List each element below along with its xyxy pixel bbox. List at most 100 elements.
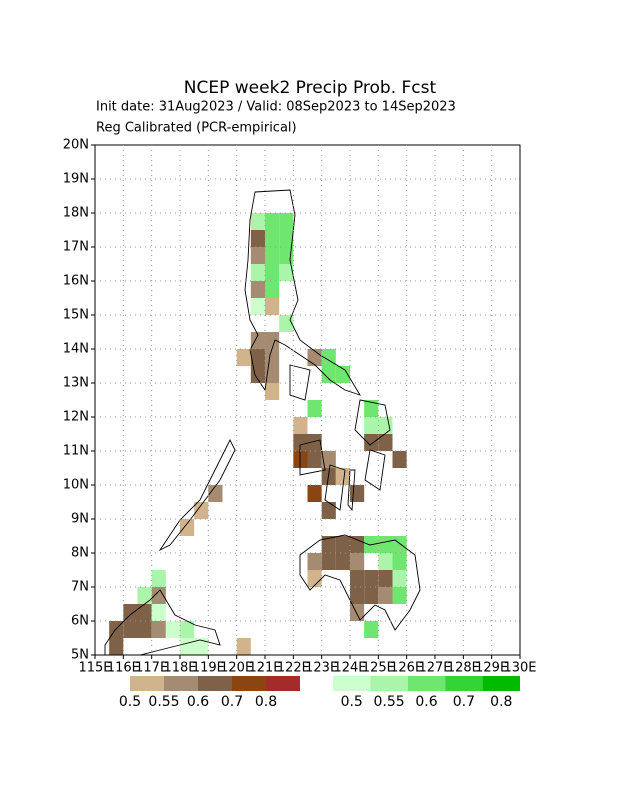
prob-cell — [265, 298, 280, 315]
x-tick-label: 119E — [192, 661, 225, 676]
x-tick-label: 129E — [475, 661, 508, 676]
x-tick-label: 120E — [220, 661, 253, 676]
coast-leyte — [364, 449, 386, 491]
chart-title: NCEP week2 Precip Prob. Fcst — [184, 78, 437, 98]
y-tick-label: 18N — [63, 206, 89, 221]
colorbar-label: 0.8 — [255, 694, 277, 710]
prob-cell — [279, 264, 294, 281]
prob-cell — [180, 519, 195, 536]
prob-cell — [137, 587, 152, 604]
y-tick-label: 8N — [71, 546, 89, 561]
prob-cell — [350, 536, 365, 553]
prob-cell — [250, 230, 265, 247]
prob-cell — [392, 536, 407, 553]
prob-cell — [265, 264, 280, 281]
cells — [109, 213, 407, 655]
prob-cell — [265, 349, 280, 366]
y-tick-label: 6N — [71, 614, 89, 629]
prob-cell — [335, 468, 350, 485]
prob-cell — [250, 366, 265, 383]
prob-cell — [378, 434, 393, 451]
prob-cell — [350, 604, 365, 621]
prob-cell — [109, 638, 124, 655]
prob-cell — [350, 485, 365, 502]
prob-cell — [378, 587, 393, 604]
prob-cell — [321, 502, 336, 519]
coast-negros — [324, 464, 346, 511]
colorbar-swatch — [370, 676, 408, 691]
prob-cell — [335, 536, 350, 553]
x-tick-label: 127E — [418, 661, 451, 676]
prob-cell — [137, 604, 152, 621]
prob-cell — [335, 366, 350, 383]
prob-cell — [378, 536, 393, 553]
x-tick-label: 123E — [305, 661, 338, 676]
coast-borneo — [104, 589, 221, 656]
y-tick-label: 17N — [63, 240, 89, 255]
colorbar-label: 0.5 — [119, 694, 141, 710]
x-tick-label: 117E — [135, 661, 168, 676]
y-tick-label: 19N — [63, 172, 89, 187]
colorbar-label: 0.6 — [415, 694, 437, 710]
prob-cell — [307, 400, 322, 417]
prob-cell — [307, 434, 322, 451]
prob-cell — [392, 553, 407, 570]
coast-panay — [299, 439, 326, 476]
prob-cell — [250, 264, 265, 281]
prob-cell — [307, 451, 322, 468]
prob-cell — [151, 621, 166, 638]
coast-mindoro — [289, 364, 311, 401]
prob-cell — [137, 621, 152, 638]
colorbar-swatch — [333, 676, 371, 691]
prob-cell — [151, 587, 166, 604]
x-tick-label: 116E — [107, 661, 140, 676]
prob-cell — [265, 383, 280, 400]
prob-cell — [180, 621, 195, 638]
colorbar-swatch — [232, 676, 266, 691]
prob-cell — [364, 587, 379, 604]
y-tick-label: 15N — [63, 308, 89, 323]
colorbar-label: 0.6 — [187, 694, 209, 710]
prob-cell — [279, 315, 294, 332]
x-tick-label: 115E — [78, 661, 111, 676]
coast-palawan — [158, 438, 236, 552]
x-tick-label: 124E — [333, 661, 366, 676]
colorbar-label: 0.7 — [453, 694, 475, 710]
y-tick-label: 9N — [71, 512, 89, 527]
y-tick-label: 12N — [63, 410, 89, 425]
plot-frame — [94, 144, 521, 656]
prob-cell — [236, 349, 251, 366]
colorbar-label: 0.55 — [148, 694, 179, 710]
prob-cell — [321, 366, 336, 383]
y-tick-label: 10N — [63, 478, 89, 493]
prob-cell — [392, 451, 407, 468]
y-tick-label: 5N — [71, 648, 89, 663]
colorbar-swatch — [407, 676, 446, 691]
x-tick-label: 130E — [503, 661, 536, 676]
colorbar-swatch — [198, 676, 232, 691]
colorbar-label: 0.55 — [374, 694, 405, 710]
colorbar-label: 0.7 — [221, 694, 243, 710]
prob-cell — [378, 417, 393, 434]
y-tick-label: 13N — [63, 376, 89, 391]
x-tick-label: 121E — [248, 661, 281, 676]
coast-cebu — [347, 469, 356, 512]
colorbar-swatch — [445, 676, 483, 691]
prob-cell — [321, 536, 336, 553]
prob-cell — [180, 638, 195, 655]
prob-cell — [123, 621, 138, 638]
prob-cell — [250, 332, 265, 349]
colorbar-label: 0.5 — [341, 694, 363, 710]
y-tick-label: 14N — [63, 342, 89, 357]
y-tick-label: 11N — [63, 444, 89, 459]
prob-cell — [279, 230, 294, 247]
prob-cell — [250, 247, 265, 264]
prob-cell — [364, 417, 379, 434]
prob-cell — [378, 570, 393, 587]
prob-cell — [321, 553, 336, 570]
prob-cell — [194, 502, 209, 519]
prob-cell — [265, 213, 280, 230]
prob-cell — [378, 553, 393, 570]
